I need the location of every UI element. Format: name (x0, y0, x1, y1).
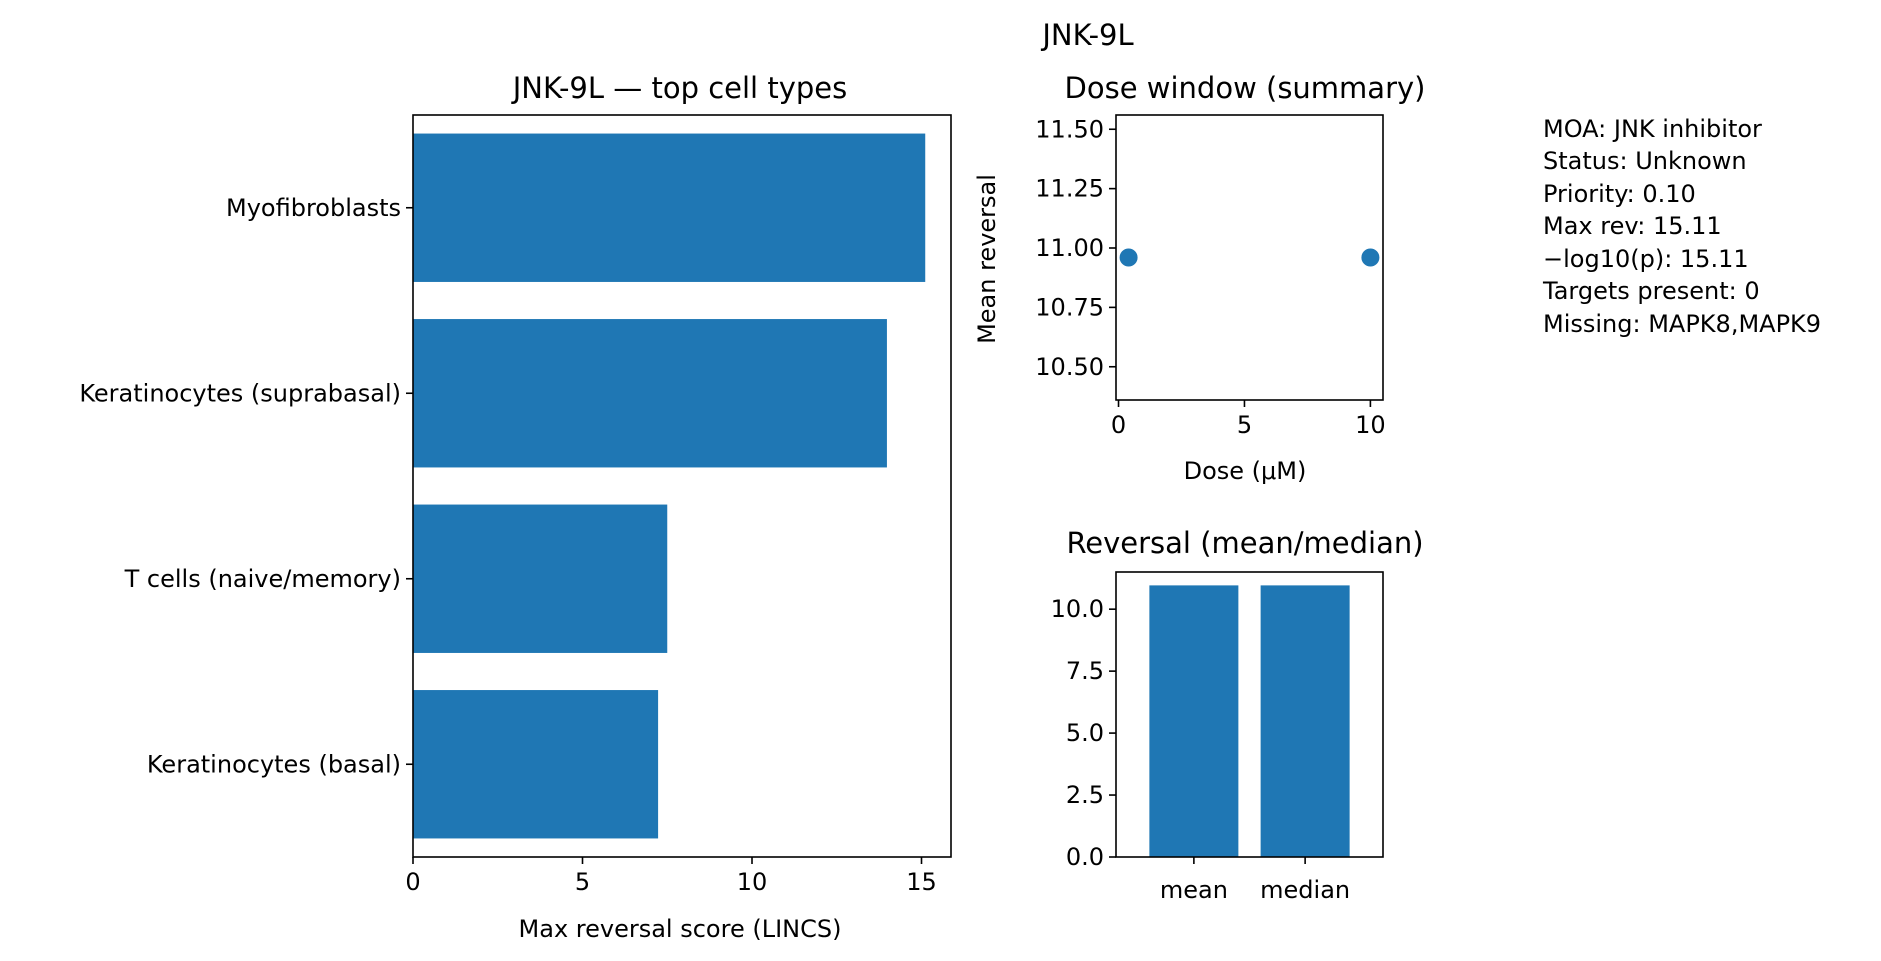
reversal-summary-y-tick-label: 5.0 (1066, 719, 1104, 747)
info-neglog10p: −log10(p): 15.11 (1543, 245, 1749, 273)
top-cell-types-chart: JNK-9L — top cell types Max reversal sco… (79, 71, 952, 943)
summary-bar-0 (1149, 585, 1239, 857)
bar-1 (413, 319, 887, 468)
dose-window-xlabel: Dose (μM) (1184, 457, 1307, 485)
dose-window-frame (1115, 114, 1384, 401)
dose-window-ylabel: Mean reversal (973, 174, 1001, 344)
top-cell-types-x-tick-label: 5 (575, 868, 590, 896)
reversal-summary-y-tick-label: 10.0 (1051, 595, 1104, 623)
bar-3 (413, 690, 659, 839)
reversal-summary-title: Reversal (mean/median) (1066, 526, 1423, 560)
reversal-summary-y-tick-label: 7.5 (1066, 657, 1104, 685)
summary-category-label: median (1260, 876, 1350, 904)
top-cell-types-frame (412, 114, 952, 858)
dose-window-y-tick-label: 11.25 (1035, 175, 1104, 203)
reversal-summary-y-tick-label: 2.5 (1066, 781, 1104, 809)
figure-title: JNK-9L (1040, 18, 1133, 52)
summary-category-label: mean (1160, 876, 1228, 904)
reversal-summary-y-tick-label: 0.0 (1066, 843, 1104, 871)
bar-0 (413, 133, 926, 282)
info-status: Status: Unknown (1543, 147, 1747, 175)
info-targets-present: Targets present: 0 (1542, 277, 1760, 305)
bar-2 (413, 504, 668, 653)
info-priority: Priority: 0.10 (1543, 180, 1696, 208)
category-label: Myofibroblasts (226, 194, 401, 222)
summary-bar-1 (1260, 585, 1350, 857)
category-label: Keratinocytes (suprabasal) (79, 379, 401, 407)
top-cell-types-x-tick-label: 10 (737, 868, 768, 896)
dose-window-y-tick-label: 10.50 (1035, 353, 1104, 381)
dose-window-y-tick-label: 10.75 (1035, 293, 1104, 321)
top-cell-types-title: JNK-9L — top cell types (511, 71, 847, 105)
dose-window-title: Dose window (summary) (1065, 71, 1426, 105)
dose-window-x-tick-label: 10 (1355, 411, 1386, 439)
category-label: Keratinocytes (basal) (147, 750, 401, 778)
reversal-summary-chart: Reversal (mean/median) mean median 0.0 2.5 5… (1051, 526, 1424, 904)
compound-info-panel: MOA: JNK inhibitor Status: Unknown Prior… (1542, 115, 1821, 338)
dose-point-0 (1119, 248, 1138, 267)
info-moa: MOA: JNK inhibitor (1543, 115, 1762, 143)
dose-window-x-tick-label: 5 (1237, 411, 1252, 439)
top-cell-types-x-tick-label: 15 (906, 868, 937, 896)
info-missing: Missing: MAPK8,MAPK9 (1543, 310, 1821, 338)
top-cell-types-xlabel: Max reversal score (LINCS) (519, 915, 842, 943)
dose-window-chart: Dose window (summary) Dose (μM) Mean rev… (973, 71, 1425, 485)
info-max-rev: Max rev: 15.11 (1543, 212, 1722, 240)
dose-point-1 (1361, 248, 1380, 267)
dose-window-y-tick-label: 11.50 (1035, 115, 1104, 143)
dose-window-y-tick-label: 11.00 (1035, 234, 1104, 262)
dose-window-x-tick-label: 0 (1111, 411, 1126, 439)
top-cell-types-x-tick-label: 0 (405, 868, 420, 896)
category-label: T cells (naive/memory) (124, 565, 401, 593)
reversal-summary-frame (1115, 571, 1384, 858)
